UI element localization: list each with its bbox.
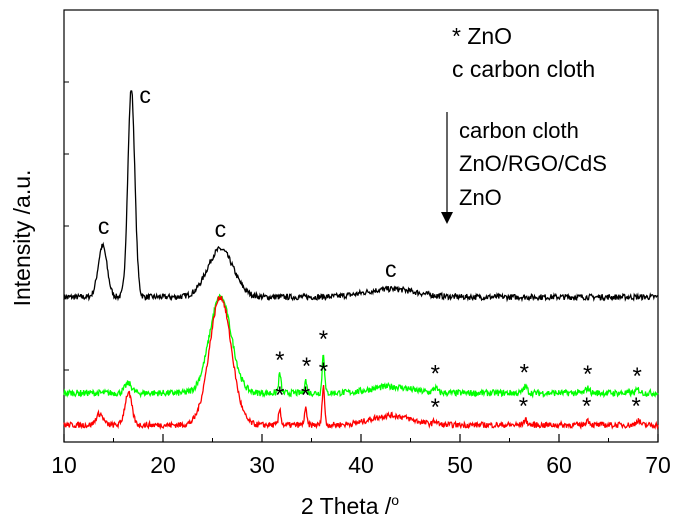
x-axis-label: 2 Theta /o xyxy=(301,492,399,519)
peak-label-zno: * xyxy=(583,361,592,388)
legend-line-zno: * ZnO xyxy=(452,23,512,49)
series-line-1 xyxy=(63,293,659,399)
peak-label-zno: * xyxy=(275,347,284,374)
peak-label-carbon: c xyxy=(215,216,227,242)
peak-label-carbon: c xyxy=(139,82,151,108)
peak-label-zno: * xyxy=(520,360,529,387)
peak-label-carbon: c xyxy=(98,213,110,239)
x-tick-label: 60 xyxy=(546,452,572,478)
x-tick-label: 40 xyxy=(348,452,374,478)
x-tick-label: 50 xyxy=(447,452,473,478)
x-axis-label-superscript: o xyxy=(391,492,399,508)
legend: * ZnO c carbon cloth carbon cloth ZnO/RG… xyxy=(441,23,607,224)
peak-label-zno: * xyxy=(582,393,591,420)
legend-line-carbon-cloth: c carbon cloth xyxy=(452,56,595,82)
x-tick-label: 70 xyxy=(645,452,671,478)
y-axis-ticks xyxy=(64,81,69,371)
y-axis-label: Intensity /a.u. xyxy=(9,170,35,307)
peak-label-zno: * xyxy=(632,393,641,420)
x-axis-ticks: 10 20 30 40 50 60 70 xyxy=(51,434,671,478)
peak-label-zno: * xyxy=(633,363,642,390)
series-layer xyxy=(63,90,659,431)
peak-label-zno: * xyxy=(319,326,328,353)
peak-label-zno: * xyxy=(431,394,440,421)
x-tick-label: 20 xyxy=(150,452,176,478)
legend-order-zno: ZnO xyxy=(459,185,502,210)
peak-label-zno: * xyxy=(275,382,284,409)
peak-label-zno: * xyxy=(431,361,440,388)
peak-label-zno: * xyxy=(301,382,310,409)
peak-label-carbon: c xyxy=(385,256,397,282)
x-tick-label: 30 xyxy=(249,452,275,478)
peak-label-zno: * xyxy=(302,353,311,380)
legend-order-zno-rgo-cds: ZnO/RGO/CdS xyxy=(459,151,607,176)
legend-order-arrow-head xyxy=(441,212,453,224)
legend-order-carbon-cloth: carbon cloth xyxy=(459,118,579,143)
series-line-2 xyxy=(63,295,659,431)
x-tick-label: 10 xyxy=(51,452,77,478)
series-line-0 xyxy=(63,90,659,303)
peak-label-zno: * xyxy=(519,393,528,420)
peak-label-zno: * xyxy=(319,358,328,385)
